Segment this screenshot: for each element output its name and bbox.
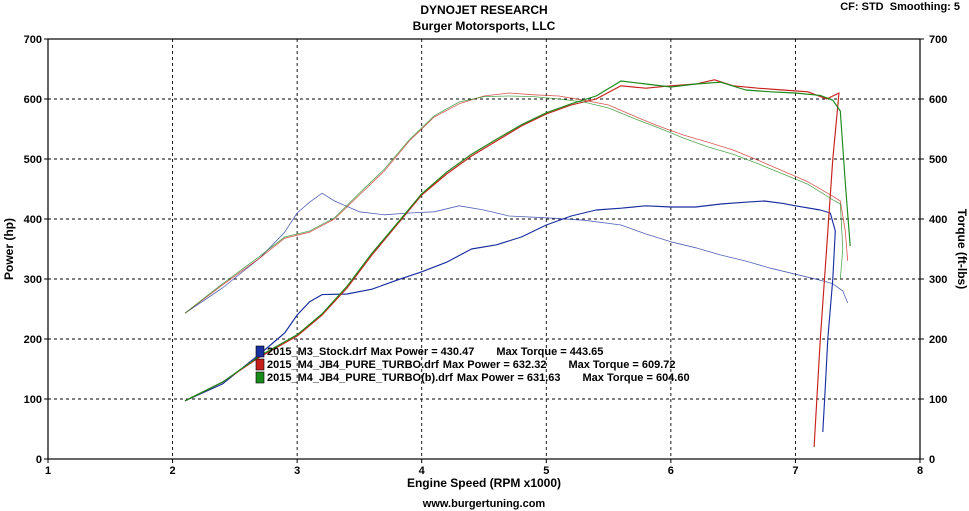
legend-max-power: Max Power = 430.47 bbox=[371, 346, 475, 358]
y-tick-label: 400 bbox=[24, 214, 42, 226]
y2-tick-label: 300 bbox=[929, 274, 947, 286]
tick-labels: 1 2 3 4 5 6 7 801002003004005006007000100200300… bbox=[24, 34, 948, 477]
y2-tick-label: 400 bbox=[929, 214, 947, 226]
x-tick-label: 4 bbox=[419, 465, 426, 477]
x-tick-label: 2 bbox=[170, 465, 176, 477]
legend-max-torque: Max Torque = 443.65 bbox=[496, 346, 603, 358]
series-line-torque-3 bbox=[184, 92, 849, 314]
legend-max-power: Max Power = 632.32 bbox=[443, 359, 547, 371]
y-tick-label: 500 bbox=[24, 154, 42, 166]
y-tick-label: 700 bbox=[24, 34, 42, 46]
y-tick-label: 0 bbox=[36, 454, 42, 466]
series-line-power-0 bbox=[184, 200, 836, 433]
legend-file-name: 2015_M4_JB4_PURE_TURBO(b).drf bbox=[267, 372, 453, 384]
series-line-torque-1 bbox=[184, 192, 849, 314]
y-tick-label: 600 bbox=[24, 94, 42, 106]
legend: 2015_M3_Stock.drf Max Power = 430.47 Max T… bbox=[255, 345, 690, 384]
legend-max-power: Max Power = 631.63 bbox=[457, 372, 561, 384]
x-tick-label: 6 bbox=[668, 465, 674, 477]
x-tick-label: 5 bbox=[543, 465, 549, 477]
chart-subtitle: Burger Motorsports, LLC bbox=[413, 19, 556, 33]
y2-axis-label: Torque (ft-lbs) bbox=[955, 209, 969, 289]
y2-tick-label: 200 bbox=[929, 334, 947, 346]
x-tick-label: 7 bbox=[792, 465, 798, 477]
footer-url: www.burgertuning.com bbox=[422, 498, 546, 510]
y2-tick-label: 500 bbox=[929, 154, 947, 166]
y2-tick-label: 600 bbox=[929, 94, 947, 106]
x-tick-label: 8 bbox=[917, 465, 923, 477]
legend-swatch bbox=[255, 345, 265, 358]
legend-file-name: 2015_M3_Stock.drf bbox=[267, 346, 367, 358]
x-tick-label: 3 bbox=[294, 465, 300, 477]
y-tick-label: 100 bbox=[24, 394, 42, 406]
y2-tick-label: 700 bbox=[929, 34, 947, 46]
series-line-torque-5 bbox=[184, 95, 844, 314]
y-tick-label: 200 bbox=[24, 334, 42, 346]
plot-frame bbox=[47, 38, 921, 460]
legend-max-torque: Max Torque = 604.60 bbox=[583, 372, 690, 384]
y-tick-label: 300 bbox=[24, 274, 42, 286]
legend-max-torque: Max Torque = 609.72 bbox=[568, 359, 675, 371]
grid bbox=[48, 39, 920, 459]
series-line-power-2 bbox=[184, 79, 840, 448]
y2-tick-label: 0 bbox=[929, 454, 935, 466]
settings-readout: CF: STD Smoothing: 5 bbox=[840, 1, 960, 13]
legend-swatch bbox=[255, 371, 265, 384]
x-tick-label: 1 bbox=[45, 465, 51, 477]
series-layer bbox=[184, 79, 851, 448]
series-line-power-4 bbox=[184, 80, 851, 402]
y2-tick-label: 100 bbox=[929, 394, 947, 406]
x-axis-label: Engine Speed (RPM x1000) bbox=[407, 476, 561, 490]
chart-title: DYNOJET RESEARCH bbox=[420, 3, 547, 17]
legend-file-name: 2015_M4_JB4_PURE_TURBO.drf bbox=[267, 359, 439, 371]
legend-swatch bbox=[255, 358, 265, 371]
y-axis-label: Power (hp) bbox=[2, 218, 16, 280]
